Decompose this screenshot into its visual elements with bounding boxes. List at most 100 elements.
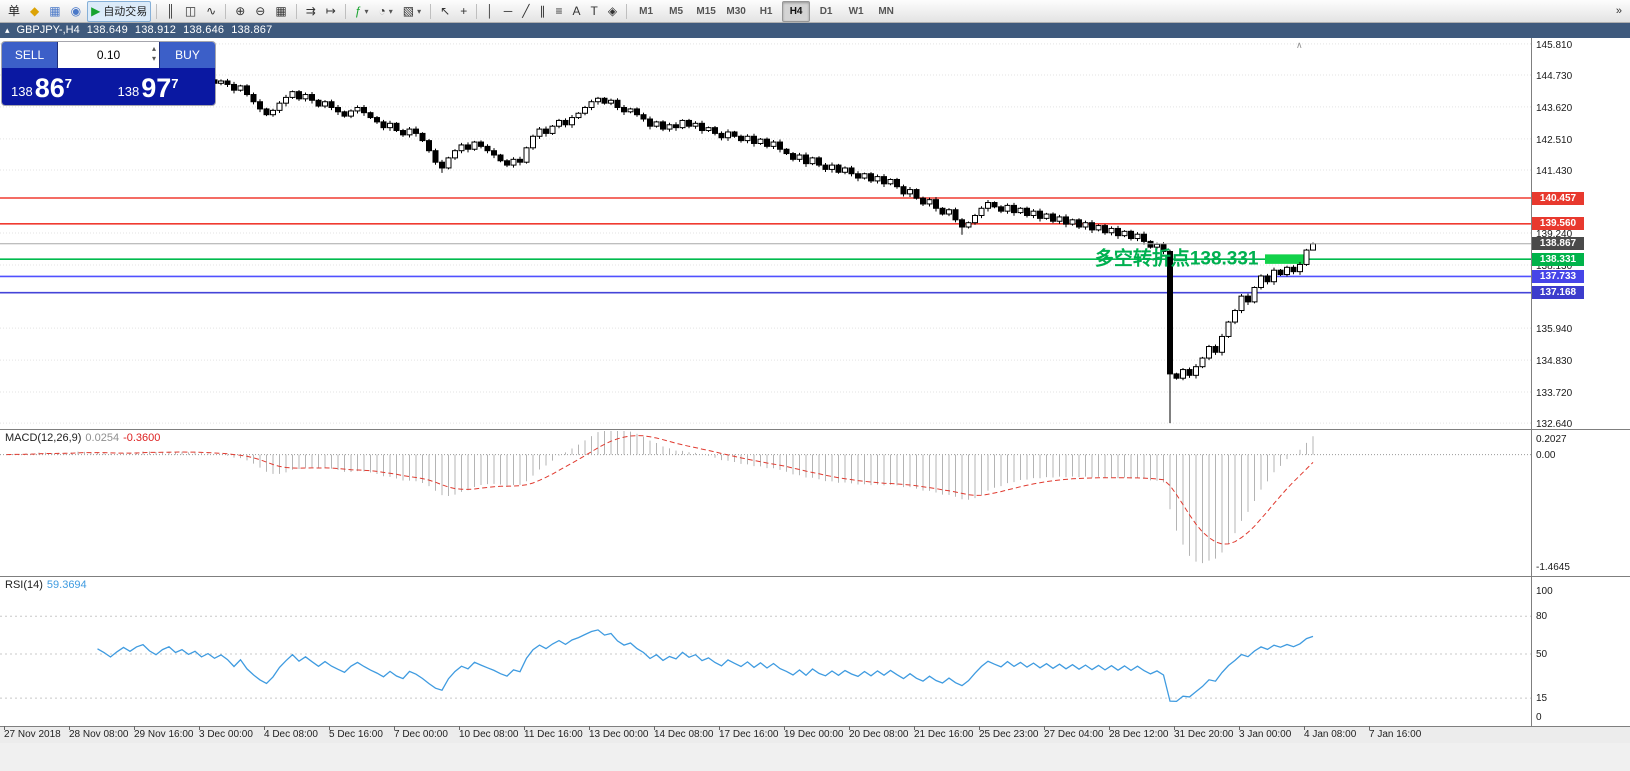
line-chart-type-button[interactable]: ∿ bbox=[202, 1, 220, 22]
autotrading-button-label: 自动交易 bbox=[103, 6, 148, 18]
time-axis-tick bbox=[654, 726, 655, 730]
time-axis-label: 31 Dec 20:00 bbox=[1174, 729, 1234, 740]
price-axis-label: 139.240 bbox=[1536, 229, 1573, 241]
timeframe-m15-button[interactable]: M15 bbox=[696, 5, 716, 17]
text-button[interactable]: A bbox=[569, 1, 585, 22]
price-axis-label: 135.940 bbox=[1536, 324, 1573, 336]
new-order-button[interactable]: 单 bbox=[4, 1, 24, 22]
profiles-button[interactable]: ◆ bbox=[26, 1, 43, 22]
time-axis-tick bbox=[329, 726, 330, 730]
toolbar-overflow-button[interactable]: » bbox=[1615, 5, 1622, 17]
horizontal-line-button[interactable]: ─ bbox=[500, 1, 517, 22]
auto-scroll-icon: ⇉ bbox=[305, 4, 316, 18]
vertical-line-icon: │ bbox=[486, 4, 494, 18]
candlestick-type-button[interactable]: ◫ bbox=[181, 1, 200, 22]
crosshair-button[interactable]: + bbox=[456, 1, 471, 22]
time-axis-tick bbox=[1044, 726, 1045, 730]
timeframe-h1-button[interactable]: H1 bbox=[759, 5, 773, 17]
timeframe-w1-button[interactable]: W1 bbox=[848, 5, 864, 17]
new-order-icon: 单 bbox=[8, 4, 21, 18]
templates-button[interactable]: ▧ ▾ bbox=[399, 1, 425, 22]
rsi-axis-label: 50 bbox=[1536, 649, 1548, 660]
toolbar-separator bbox=[225, 3, 227, 19]
timeframe-m30-button[interactable]: M30 bbox=[726, 5, 746, 17]
price-axis-label: 145.810 bbox=[1536, 39, 1573, 51]
timeframe-mn-button[interactable]: MN bbox=[878, 5, 894, 17]
autotrading-button[interactable]: ▶ 自动交易 bbox=[87, 0, 152, 22]
time-axis-label: 17 Dec 16:00 bbox=[719, 729, 779, 740]
timeframe-h4-button[interactable]: H4 bbox=[782, 0, 811, 22]
price-badge: 138.867 bbox=[1532, 237, 1584, 251]
bottom-strip bbox=[0, 743, 1630, 771]
navigator-icon: ◉ bbox=[70, 4, 82, 18]
channel-button[interactable]: ∥ bbox=[535, 1, 549, 22]
arrows-button[interactable]: ◈ bbox=[604, 1, 621, 22]
dropdown-caret-icon: ▾ bbox=[417, 6, 422, 16]
navigator-button[interactable]: ◉ bbox=[67, 1, 85, 22]
toolbar-separator bbox=[156, 3, 158, 19]
zoom-out-button[interactable]: ⊖ bbox=[251, 1, 269, 22]
timeframe-m5-button[interactable]: M5 bbox=[669, 5, 684, 17]
buy-button[interactable]: BUY bbox=[160, 42, 215, 68]
price-axis-label: 133.720 bbox=[1536, 388, 1573, 400]
indicators-button[interactable]: ƒ ▾ bbox=[351, 1, 373, 22]
rsi-axis-label: 80 bbox=[1536, 611, 1548, 623]
tile-windows-button[interactable]: ▦ bbox=[271, 1, 290, 22]
vertical-line-button[interactable]: │ bbox=[482, 1, 498, 22]
price-chart-panel[interactable] bbox=[0, 38, 1630, 429]
chart-symbol-period: GBPJPY-,H4 bbox=[16, 24, 80, 36]
sell-button[interactable]: SELL bbox=[2, 42, 57, 68]
time-axis-tick bbox=[459, 726, 460, 730]
label-button[interactable]: T bbox=[587, 1, 602, 22]
macd-axis-label: 0.2027 bbox=[1536, 434, 1567, 445]
price-axis-label: 132.640 bbox=[1536, 419, 1573, 431]
fibonacci-button[interactable]: ≡ bbox=[551, 1, 566, 22]
time-axis-tick bbox=[914, 726, 915, 730]
timeframe-m1-button[interactable]: M1 bbox=[639, 5, 654, 17]
time-axis-tick bbox=[1304, 726, 1305, 730]
rsi-label: RSI(14) bbox=[5, 579, 43, 591]
trendline-button[interactable]: ╱ bbox=[518, 1, 533, 22]
volume-up-arrow[interactable]: ▴ bbox=[151, 44, 156, 53]
timeframe-d1-button[interactable]: D1 bbox=[819, 5, 833, 17]
cursor-button[interactable]: ↖ bbox=[436, 1, 454, 22]
time-axis-label: 25 Dec 23:00 bbox=[979, 729, 1039, 740]
rsi-header: RSI(14) 59.3694 bbox=[5, 579, 87, 591]
macd-axis-label: 0.00 bbox=[1536, 449, 1556, 461]
candlestick-type-icon: ◫ bbox=[184, 4, 197, 18]
time-axis-tick bbox=[264, 726, 265, 730]
collapse-chevron-icon[interactable]: ∧ bbox=[1296, 40, 1303, 50]
chart-shift-icon: ↦ bbox=[325, 4, 336, 18]
time-axis[interactable] bbox=[0, 726, 1630, 743]
crosshair-icon: + bbox=[460, 4, 468, 18]
volume-input[interactable] bbox=[71, 47, 146, 63]
profiles-icon: ◆ bbox=[30, 4, 40, 18]
market-watch-button[interactable]: ▦ bbox=[45, 1, 64, 22]
time-axis-tick bbox=[1174, 726, 1175, 730]
rsi-indicator-panel[interactable] bbox=[0, 576, 1630, 726]
macd-axis-label: -1.4645 bbox=[1536, 562, 1570, 573]
rsi-value: 59.3694 bbox=[46, 579, 87, 591]
time-axis-label: 20 Dec 08:00 bbox=[849, 729, 909, 740]
templates-icon: ▧ bbox=[402, 4, 415, 18]
rsi-axis-label: 100 bbox=[1536, 586, 1553, 597]
bid-price: 138 86 7 bbox=[11, 73, 72, 103]
toolbar-separator bbox=[476, 3, 478, 19]
tile-windows-icon: ▦ bbox=[275, 4, 287, 18]
time-axis-tick bbox=[134, 726, 135, 730]
time-axis-label: 27 Dec 04:00 bbox=[1044, 729, 1104, 740]
macd-indicator-panel[interactable] bbox=[0, 429, 1630, 576]
zoom-in-button[interactable]: ⊕ bbox=[231, 1, 249, 22]
macd-value: 0.0254 bbox=[85, 432, 120, 444]
autotrading-icon: ▶ bbox=[91, 4, 101, 18]
time-axis-label: 4 Jan 08:00 bbox=[1304, 729, 1357, 740]
auto-scroll-button[interactable]: ⇉ bbox=[302, 1, 320, 22]
macd-label: MACD(12,26,9) bbox=[5, 432, 82, 444]
time-axis-label: 21 Dec 16:00 bbox=[914, 729, 974, 740]
volume-down-arrow[interactable]: ▾ bbox=[151, 54, 156, 63]
chart-shift-button[interactable]: ↦ bbox=[322, 1, 340, 22]
bar-chart-type-icon: ║ bbox=[166, 4, 175, 18]
cursor-icon: ↖ bbox=[440, 4, 451, 18]
periods-button[interactable]: ◔ ▾ bbox=[375, 1, 397, 22]
bar-chart-type-button[interactable]: ║ bbox=[162, 1, 179, 22]
